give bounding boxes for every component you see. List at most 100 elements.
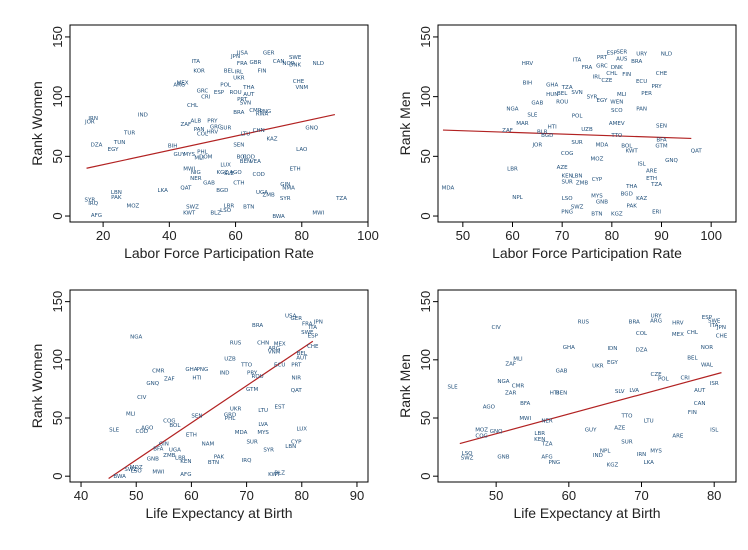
point-label: AGO	[229, 170, 242, 176]
point-label: TTO	[620, 414, 633, 420]
point-label: GNB	[596, 200, 608, 206]
point-label: ARG	[650, 318, 662, 324]
point-label: ITA	[573, 58, 582, 64]
x-tick-label: 50	[129, 488, 143, 503]
point-label: GUY	[585, 428, 597, 434]
point-label: GHA	[546, 83, 558, 89]
point-label: BRA	[631, 59, 642, 65]
point-label: ROU	[229, 90, 241, 96]
point-label: CAN	[273, 59, 285, 65]
plot-frame	[437, 24, 737, 223]
point-label: CHL	[187, 103, 199, 109]
point-label: GAB	[203, 181, 215, 187]
point-label: ERI	[652, 209, 661, 215]
point-label: UGA	[169, 447, 181, 453]
point-label: RUS	[578, 319, 590, 325]
point-label: NIR	[291, 375, 301, 381]
point-label: ESP	[308, 333, 319, 339]
point-label: THA	[242, 85, 254, 91]
point-label: SWZ	[186, 204, 199, 210]
point-label: PNG	[548, 460, 560, 466]
point-label: MEX	[274, 342, 286, 348]
point-label: AGO	[141, 425, 154, 431]
point-label: ARE	[646, 169, 658, 175]
point-label: TZA	[541, 442, 553, 448]
x-tick-label: 60	[184, 488, 198, 503]
point-label: AUT	[296, 355, 308, 361]
point-label: MYS	[650, 449, 662, 455]
point-label: GUY	[173, 152, 185, 158]
point-label: COD	[243, 154, 255, 160]
point-label: VEA	[250, 159, 261, 165]
point-label: ISR	[710, 381, 719, 387]
point-label: LUX	[220, 163, 231, 169]
point-label: SWE	[289, 55, 302, 61]
point-label: BEL	[224, 68, 235, 74]
point-label: MLI	[194, 156, 204, 162]
point-label: NOR	[282, 61, 294, 67]
point-label: SEN	[656, 123, 667, 129]
point-label: PAK	[111, 195, 122, 201]
point-label: MAR	[516, 121, 529, 127]
point-label: KWT	[626, 148, 639, 154]
point-label: URY	[651, 314, 662, 320]
point-label: MDA	[442, 185, 455, 191]
point-label: GAB	[531, 101, 543, 107]
point-label: CAN	[694, 401, 706, 407]
point-label: BIH	[168, 144, 178, 150]
point-label: GRC	[210, 124, 222, 130]
point-label: NOR	[701, 345, 713, 351]
point-label: GHA	[185, 367, 197, 373]
point-label: SUR	[246, 439, 258, 445]
point-label: TUR	[123, 130, 135, 136]
point-label: COL	[197, 132, 209, 138]
point-label: AGO	[483, 404, 496, 410]
point-label: SER	[616, 49, 627, 55]
point-label: MEX	[672, 332, 684, 338]
y-tick-label: 50	[50, 411, 65, 425]
point-label: AFG	[180, 472, 191, 478]
point-label: SVN	[571, 90, 582, 96]
point-label: BFA	[656, 138, 666, 144]
point-label: ZMB	[576, 181, 589, 187]
point-label: AMEV	[609, 121, 625, 127]
point-label: AZE	[557, 165, 569, 171]
point-label: LBR	[507, 166, 518, 172]
point-label: GER	[263, 50, 275, 56]
point-label: LUX	[296, 426, 307, 432]
point-label: SWE	[301, 330, 314, 336]
point-label: NPL	[600, 449, 611, 455]
point-label: BLZ	[210, 210, 221, 216]
point-label: ARG	[268, 346, 280, 352]
point-label: MLI	[126, 411, 136, 417]
point-label: SLE	[448, 385, 459, 391]
point-label: MLI	[513, 357, 523, 363]
x-tick-label: 40	[162, 228, 176, 243]
point-label: BRA	[629, 319, 640, 325]
point-label: MWI	[183, 166, 195, 172]
x-tick-label: 50	[456, 228, 470, 243]
point-label: ZMB	[163, 453, 176, 459]
x-axis-title: Life Expectancy at Birth	[145, 505, 292, 521]
point-label: PRT	[291, 362, 302, 368]
point-label: KWT	[268, 472, 281, 478]
point-label: GRD	[224, 413, 236, 419]
point-label: ESP	[607, 50, 618, 56]
point-label: KWT	[183, 210, 196, 216]
point-label: PAN	[636, 107, 647, 113]
point-label: BIH	[523, 80, 533, 86]
point-label: POL	[658, 376, 670, 382]
point-label: IRQ	[242, 458, 252, 464]
point-label: BRA	[233, 110, 244, 116]
point-label: FRA	[237, 61, 248, 67]
fit-line	[108, 340, 314, 480]
point-label: ETH	[646, 176, 657, 182]
point-label: IRQ	[88, 201, 98, 207]
point-label: BGD	[541, 133, 553, 139]
point-label: NGA	[130, 335, 142, 341]
point-label: PHL	[197, 150, 208, 156]
point-label: ZAF	[505, 361, 516, 367]
point-label: HRV	[207, 129, 219, 135]
point-label: BGD	[621, 191, 633, 197]
y-tick-label: 100	[418, 86, 433, 108]
